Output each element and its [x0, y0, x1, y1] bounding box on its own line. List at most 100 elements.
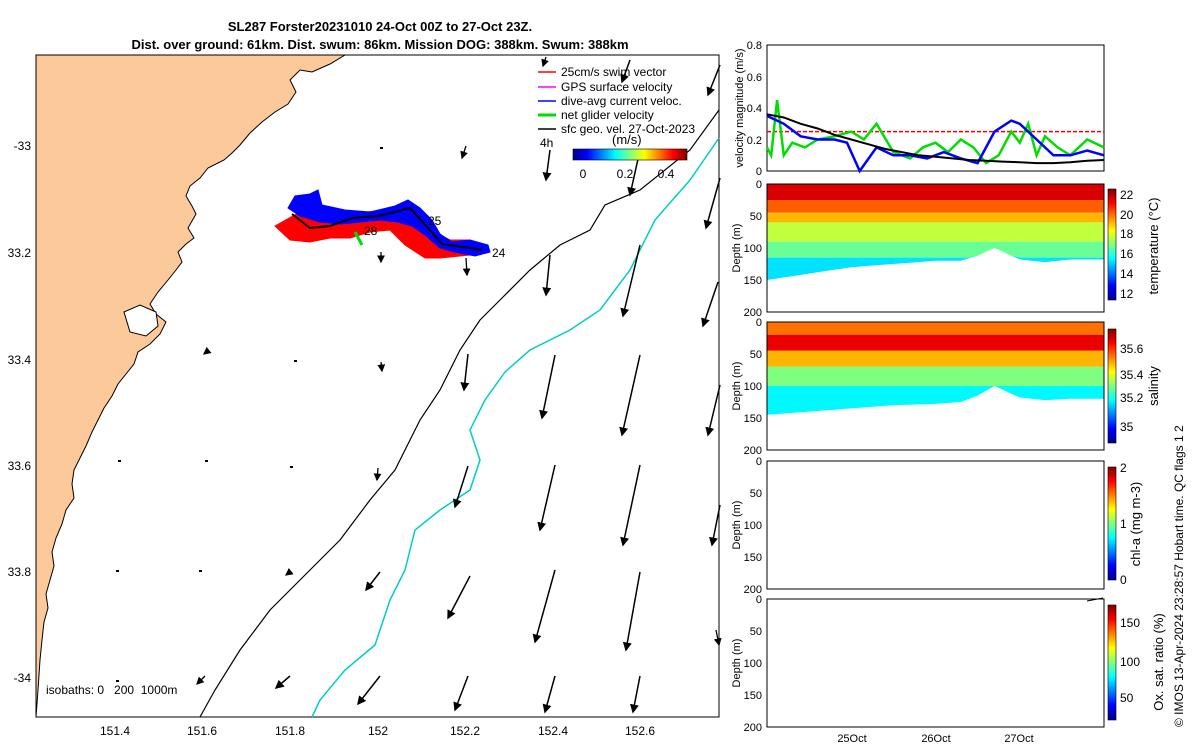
salinity-band: [767, 386, 1104, 415]
map-x-tick: 151.6: [187, 724, 217, 738]
temperature-frame: [766, 183, 1105, 313]
day-label-28: 28: [364, 224, 378, 238]
time-x-tick: 25Oct: [837, 733, 866, 745]
map-y-tick: 33.2: [8, 246, 32, 260]
sal-y-tick: 0: [756, 317, 762, 329]
velocity-panel: 0 0.2 0.4 0.6 0.8 velocity magnitude (m/…: [734, 40, 1105, 178]
glider-track-blue: [287, 189, 491, 257]
ox-cbar-tick: 50: [1120, 691, 1134, 705]
ox-ylabel: Depth (m): [731, 639, 743, 688]
sal-ylabel: Depth (m): [731, 362, 743, 411]
legend-net-velocity: net glider velocity: [561, 108, 654, 122]
vel-y-tick: 0.8: [747, 40, 762, 52]
colorbar-tick: 0.2: [617, 167, 634, 181]
day-label-25: 25: [428, 214, 442, 228]
map-x-tick: 151.8: [275, 724, 305, 738]
temp-y-tick: 50: [750, 211, 762, 223]
sal-y-tick: 50: [750, 349, 762, 361]
temp-colorbar-label: temperature (°C): [1146, 198, 1161, 295]
isobath-1000m: [311, 137, 720, 718]
sal-cbar-tick: 35: [1120, 420, 1134, 434]
temperature-band: [767, 200, 1104, 213]
map-y-tick: -33: [14, 139, 32, 153]
temp-cbar-tick: 22: [1120, 188, 1134, 202]
chl-y-tick: 50: [750, 488, 762, 500]
legend-sfc-geo: sfc geo. vel. 27-Oct-2023: [561, 122, 695, 136]
temperature-band: [767, 222, 1104, 242]
sal-colorbar-ticks: 35 35.2 35.4 35.6: [1120, 342, 1144, 434]
speed-colorbar: [572, 148, 688, 161]
salinity-band: [767, 334, 1104, 351]
ox-surface-trace: [1086, 597, 1104, 602]
velocity-series-line: [766, 113, 1105, 165]
vel-y-tick: 0.4: [747, 103, 762, 115]
temp-colorbar-ticks: 12 14 16 18 20 22: [1120, 188, 1134, 301]
ox-frame: [766, 598, 1105, 728]
temp-colorbar: [1107, 188, 1117, 301]
vel-y-tick: 0.2: [747, 135, 762, 147]
temp-y-tick: 150: [744, 275, 762, 287]
sal-cbar-tick: 35.2: [1120, 391, 1144, 405]
colorbar-tick: 0.4: [658, 167, 675, 181]
temp-ylabel: Depth (m): [731, 224, 743, 273]
time-x-tick: 27Oct: [1004, 733, 1033, 745]
ox-y-axis: 0 50 100 150 200: [744, 594, 762, 734]
salinity-band: [767, 366, 1104, 386]
map-y-axis: -33 33.2 33.4 33.6 33.8 -34: [8, 139, 32, 685]
ox-colorbar: [1107, 604, 1117, 721]
salinity-field: [767, 322, 1104, 415]
oxygen-panel: 0 50 100 150 200 Depth (m) 25Oct 26Oct 2…: [731, 594, 1166, 745]
chl-y-tick: 200: [744, 584, 762, 596]
ox-colorbar-label: Ox. sat. ratio (%): [1151, 613, 1166, 711]
time-x-axis: 25Oct 26Oct 27Oct: [837, 733, 1033, 745]
ox-y-tick: 50: [750, 626, 762, 638]
chart-title: SL287 Forster20231010 24-Oct 00Z to 27-O…: [227, 19, 533, 34]
map-x-tick: 152.4: [538, 724, 568, 738]
sal-colorbar-label: salinity: [1146, 366, 1161, 406]
temperature-band: [767, 184, 1104, 200]
sal-colorbar: [1107, 328, 1117, 444]
australian-coastline: [35, 54, 347, 718]
vel-y-tick: 0: [756, 166, 762, 178]
chl-y-tick: 150: [744, 552, 762, 564]
temp-cbar-tick: 12: [1120, 287, 1134, 301]
chl-frame: [766, 460, 1105, 590]
chlorophyll-panel: 0 50 100 150 200 Depth (m) 0 1 2 chl-a (…: [731, 456, 1143, 596]
temp-y-tick: 0: [756, 179, 762, 191]
day-label-24: 24: [492, 246, 506, 260]
chl-cbar-tick: 2: [1120, 461, 1127, 475]
temperature-band: [767, 248, 1104, 280]
velocity-series-group: [765, 99, 1105, 174]
salinity-frame: [766, 321, 1105, 451]
time-x-tick: 26Oct: [921, 733, 950, 745]
map-y-tick: 33.8: [8, 565, 32, 579]
chl-y-tick: 0: [756, 456, 762, 468]
grid-dots: [116, 147, 383, 682]
map-x-tick: 152.2: [450, 724, 480, 738]
coastal-lake: [123, 304, 159, 337]
chl-colorbar-ticks: 0 1 2: [1120, 461, 1127, 587]
net-velocity-mark: [353, 231, 364, 246]
imos-footer: © IMOS 13-Apr-2024 23:28:57 Hobart time.…: [1172, 425, 1186, 727]
map-y-tick: 33.6: [8, 459, 32, 473]
map-x-tick: 151.4: [100, 724, 130, 738]
temp-cbar-tick: 16: [1120, 247, 1134, 261]
four-h-label: 4h: [540, 136, 553, 150]
ox-y-tick: 0: [756, 594, 762, 606]
legend-dive-avg: dive-avg current veloc.: [561, 94, 682, 108]
velocity-series-line: [766, 114, 1105, 174]
sal-cbar-tick: 35.4: [1120, 368, 1144, 382]
salinity-band: [767, 322, 1104, 335]
colorbar-units: (m/s): [612, 132, 642, 147]
ox-cbar-tick: 150: [1120, 616, 1140, 630]
map-legend: 25cm/s swim vector GPS surface velocity …: [538, 65, 695, 181]
velocity-frame: [766, 44, 1105, 172]
sal-y-axis: 0 50 100 150 200: [744, 317, 762, 457]
sal-y-tick: 200: [744, 445, 762, 457]
map-y-tick: -34: [14, 671, 32, 685]
chl-colorbar: [1107, 466, 1117, 581]
isobath-label: isobaths: 0 200 1000m: [46, 683, 177, 697]
colorbar-tick: 0: [580, 167, 587, 181]
velocity-y-axis: 0 0.2 0.4 0.6 0.8: [747, 40, 762, 178]
temp-cbar-tick: 18: [1120, 227, 1134, 241]
